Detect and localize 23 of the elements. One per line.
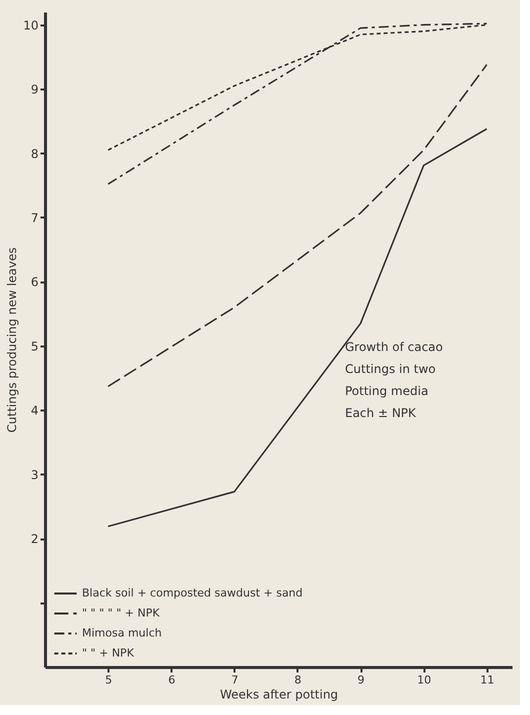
x-tick-label: 10 xyxy=(417,674,432,686)
y-tick-label: 10 xyxy=(23,18,38,32)
x-tick-label: 6 xyxy=(168,674,176,686)
y-tick-label: 3 xyxy=(30,468,38,482)
y-tick-label: 8 xyxy=(30,146,38,161)
legend-label: Black soil + composted sawdust + sand xyxy=(82,586,303,600)
x-tick-label: 7 xyxy=(231,674,238,686)
y-tick-label: 5 xyxy=(30,339,38,354)
y-tick-label: 9 xyxy=(30,82,38,97)
y-tick-label: 7 xyxy=(30,210,38,225)
legend-label: Mimosa mulch xyxy=(82,626,162,640)
x-axis-title: Weeks after potting xyxy=(220,688,338,702)
y-tick-label: 6 xyxy=(30,275,38,290)
y-tick-label: 2 xyxy=(30,532,38,546)
legend-label: " " + NPK xyxy=(82,646,135,660)
x-tick-label: 5 xyxy=(105,674,112,686)
x-tick-label: 8 xyxy=(294,674,302,686)
annotation: Growth of cacao Cuttings in two Potting media Each ± NPK xyxy=(345,340,443,420)
legend-label: " " " " " + NPK xyxy=(82,606,160,620)
x-tick-label: 11 xyxy=(480,674,494,686)
y-tick-label: 4 xyxy=(30,404,38,418)
x-tick-label: 9 xyxy=(358,674,365,686)
y-axis-title: Cuttings producing new leaves xyxy=(5,247,20,433)
